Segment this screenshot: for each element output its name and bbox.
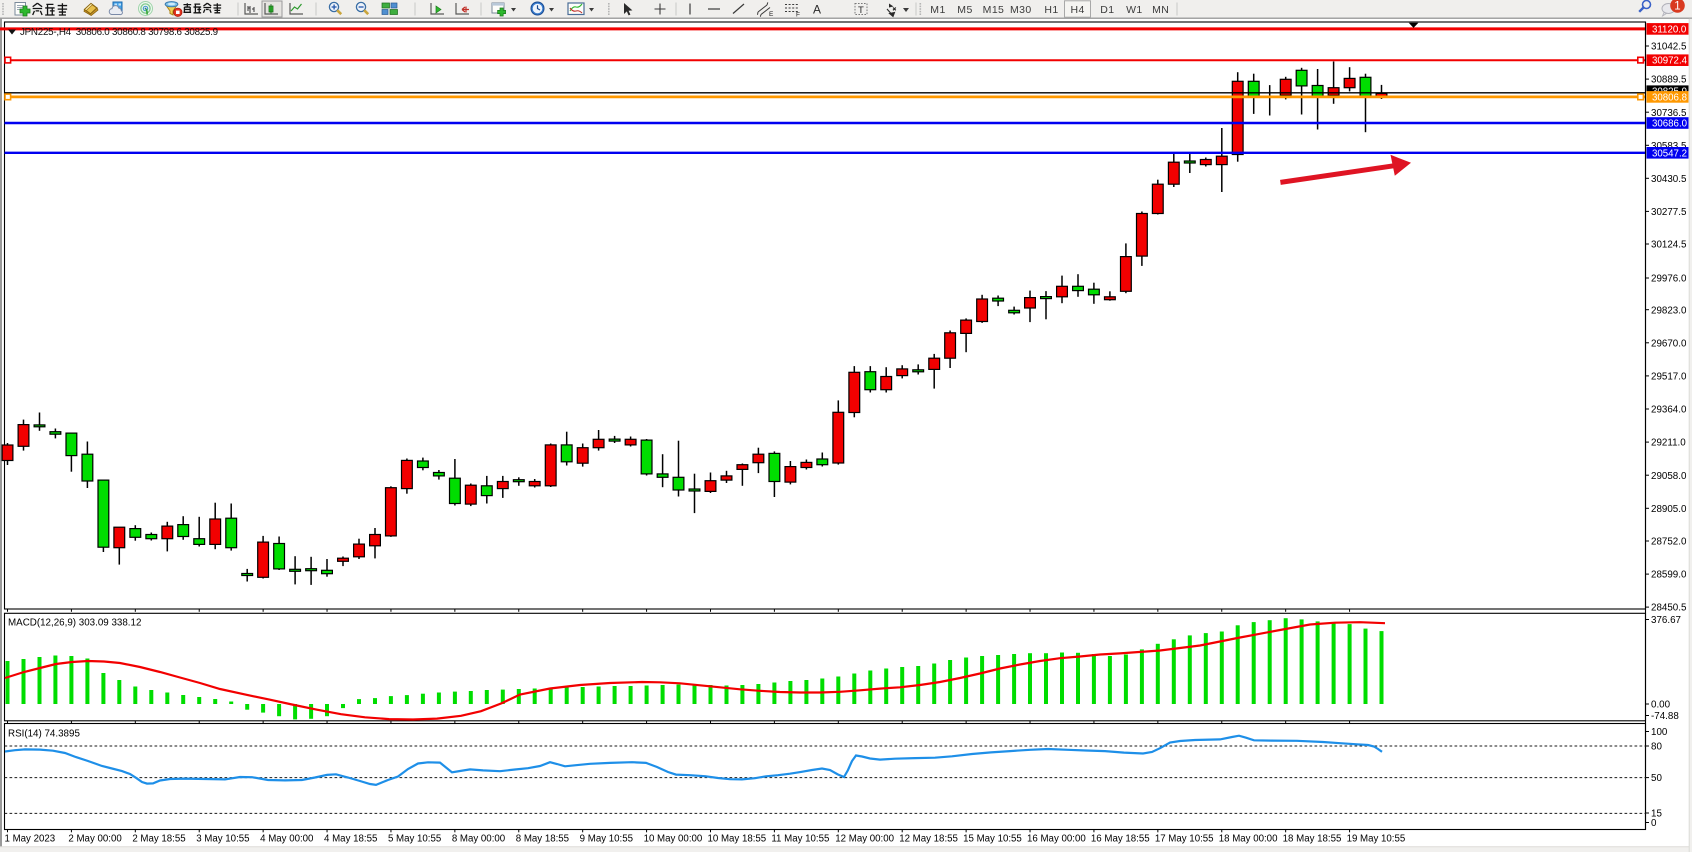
svg-text:M1: M1 [930, 4, 945, 16]
svg-text:28599.0: 28599.0 [1651, 570, 1687, 581]
svg-text:29517.0: 29517.0 [1651, 372, 1687, 383]
svg-text:0: 0 [1651, 818, 1657, 829]
svg-text:16 May 18:55: 16 May 18:55 [1091, 834, 1150, 845]
svg-text:M15: M15 [983, 4, 1005, 16]
svg-text:3 May 10:55: 3 May 10:55 [196, 834, 249, 845]
svg-text:1: 1 [1674, 1, 1680, 13]
svg-text:30972.4: 30972.4 [1652, 56, 1688, 67]
svg-text:E: E [769, 11, 774, 18]
svg-text:-74.88: -74.88 [1651, 711, 1679, 722]
svg-text:28450.5: 28450.5 [1651, 603, 1687, 614]
svg-text:2 May 00:00: 2 May 00:00 [68, 834, 122, 845]
svg-text:2 May 18:55: 2 May 18:55 [132, 834, 185, 845]
svg-text:11 May 10:55: 11 May 10:55 [771, 834, 829, 845]
svg-text:T: T [858, 5, 864, 16]
svg-text:30583.5: 30583.5 [1651, 141, 1687, 152]
svg-text:15 May 10:55: 15 May 10:55 [963, 834, 1022, 845]
svg-text:18 May 18:55: 18 May 18:55 [1283, 834, 1342, 845]
svg-text:0.00: 0.00 [1651, 700, 1671, 711]
svg-text:8 May 00:00: 8 May 00:00 [452, 834, 506, 845]
svg-text:10 May 18:55: 10 May 18:55 [707, 834, 766, 845]
svg-text:A: A [813, 3, 821, 17]
svg-text:JPN225-,H4 30806.0 30860.8 30: JPN225-,H4 30806.0 30860.8 30798.6 30825… [20, 27, 218, 38]
svg-text:80: 80 [1651, 742, 1662, 753]
svg-text:9 May 10:55: 9 May 10:55 [580, 834, 633, 845]
svg-text:MACD(12,26,9) 303.09 338.12: MACD(12,26,9) 303.09 338.12 [8, 618, 141, 629]
svg-text:18 May 00:00: 18 May 00:00 [1219, 834, 1278, 845]
svg-text:19 May 10:55: 19 May 10:55 [1347, 834, 1406, 845]
svg-text:28905.0: 28905.0 [1651, 504, 1687, 515]
svg-text:D1: D1 [1100, 4, 1114, 16]
svg-text:30430.5: 30430.5 [1651, 174, 1687, 185]
svg-text:4 May 18:55: 4 May 18:55 [324, 834, 377, 845]
svg-text:30889.5: 30889.5 [1651, 75, 1687, 86]
svg-text:100: 100 [1651, 727, 1668, 738]
svg-text:31042.5: 31042.5 [1651, 42, 1687, 53]
svg-text:30686.0: 30686.0 [1652, 119, 1688, 130]
svg-text:RSI(14) 74.3895: RSI(14) 74.3895 [8, 729, 80, 740]
svg-text:30806.8: 30806.8 [1652, 92, 1687, 103]
svg-text:4 May 00:00: 4 May 00:00 [260, 834, 314, 845]
svg-text:17 May 10:55: 17 May 10:55 [1155, 834, 1214, 845]
svg-text:29670.0: 29670.0 [1651, 338, 1687, 349]
svg-text:M30: M30 [1010, 4, 1032, 16]
svg-text:29823.0: 29823.0 [1651, 305, 1687, 316]
svg-text:16 May 00:00: 16 May 00:00 [1027, 834, 1086, 845]
svg-text:29364.0: 29364.0 [1651, 405, 1687, 416]
svg-text:F: F [796, 12, 800, 19]
svg-text:5 May 10:55: 5 May 10:55 [388, 834, 441, 845]
svg-text:31120.0: 31120.0 [1652, 24, 1687, 35]
svg-text:30124.5: 30124.5 [1651, 240, 1687, 251]
svg-text:8 May 18:55: 8 May 18:55 [516, 834, 569, 845]
svg-text:10 May 00:00: 10 May 00:00 [644, 834, 703, 845]
svg-text:MN: MN [1152, 4, 1169, 16]
svg-text:29976.0: 29976.0 [1651, 274, 1687, 285]
svg-text:M5: M5 [957, 4, 972, 16]
svg-text:W1: W1 [1126, 4, 1143, 16]
svg-text:1 May 2023: 1 May 2023 [5, 834, 56, 845]
svg-text:30736.5: 30736.5 [1651, 108, 1687, 119]
svg-text:12 May 00:00: 12 May 00:00 [835, 834, 894, 845]
svg-text:30547.2: 30547.2 [1652, 148, 1687, 159]
svg-text:12 May 18:55: 12 May 18:55 [899, 834, 958, 845]
svg-text:15: 15 [1651, 809, 1662, 820]
svg-text:376.67: 376.67 [1651, 615, 1681, 626]
svg-text:50: 50 [1651, 773, 1662, 784]
svg-text:30277.5: 30277.5 [1651, 207, 1687, 218]
svg-text:H4: H4 [1070, 4, 1084, 16]
svg-text:H1: H1 [1044, 4, 1058, 16]
svg-text:29058.0: 29058.0 [1651, 471, 1687, 482]
svg-text:29211.0: 29211.0 [1651, 438, 1686, 449]
svg-text:28752.0: 28752.0 [1651, 537, 1687, 548]
